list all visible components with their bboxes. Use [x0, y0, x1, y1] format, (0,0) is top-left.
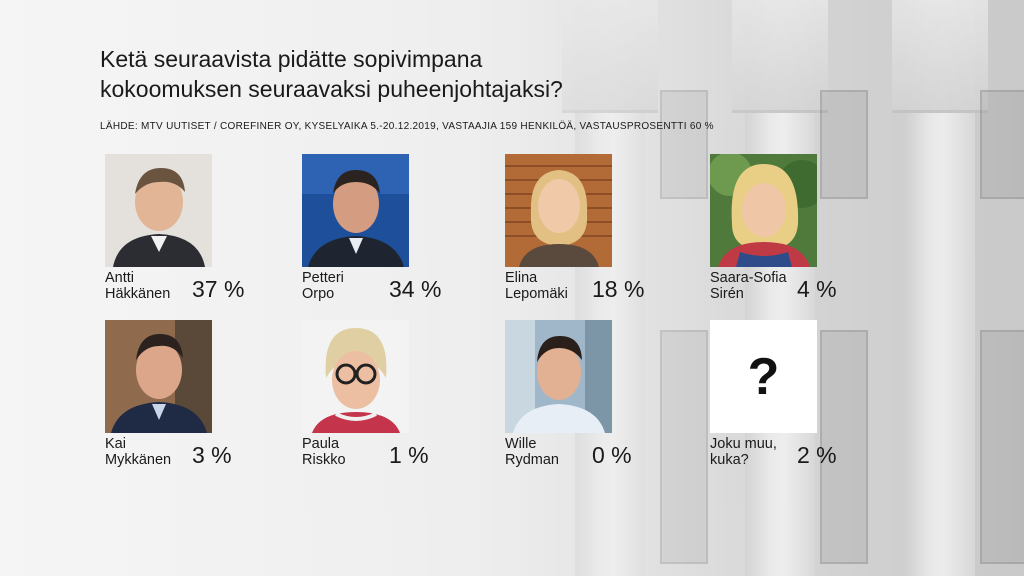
candidate-photo — [505, 154, 612, 267]
candidate-percentage: 3 % — [192, 442, 232, 468]
source-note: LÄHDE: MTV UUTISET / COREFINER OY, KYSEL… — [100, 121, 714, 132]
candidate-name: Petteri Orpo — [302, 270, 394, 302]
candidate-first-name: Antti — [105, 270, 135, 286]
candidate-percentage: 2 % — [797, 442, 837, 468]
candidate-name: Antti Häkkänen — [105, 270, 197, 302]
candidate-name: Wille Rydman — [505, 436, 597, 468]
candidate-last-name: Orpo — [302, 286, 335, 302]
candidate-last-name: Sirén — [710, 286, 744, 302]
candidate-card-risikko: Paula Riskko 1 % — [297, 320, 507, 470]
candidate-photo — [710, 154, 817, 267]
candidate-photo — [105, 320, 212, 433]
title-line-1: Ketä seuraavista pidätte sopivimpana — [100, 46, 483, 72]
candidate-percentage: 37 % — [192, 276, 245, 302]
candidate-photo — [302, 154, 409, 267]
candidate-card-orpo: Petteri Orpo 34 % — [297, 154, 507, 304]
candidate-photo — [505, 320, 612, 433]
candidate-last-name: Rydman — [505, 452, 559, 468]
candidate-first-name: Kai — [105, 436, 126, 452]
candidate-last-name: kuka? — [710, 452, 749, 468]
candidate-card-other: ? Joku muu, kuka? 2 % — [705, 320, 915, 470]
candidate-percentage: 1 % — [389, 442, 429, 468]
question-mark-icon: ? — [747, 347, 780, 406]
candidate-first-name: Petteri — [302, 270, 344, 286]
candidate-percentage: 34 % — [389, 276, 442, 302]
candidate-card-siren: Saara-Sofia Sirén 4 % — [705, 154, 915, 304]
chart-title: Ketä seuraavista pidätte sopivimpana kok… — [100, 44, 660, 104]
candidate-first-name: Saara-Sofia — [710, 270, 787, 286]
candidate-card-mykkanen: Kai Mykkänen 3 % — [100, 320, 310, 470]
candidate-last-name: Mykkänen — [105, 452, 172, 468]
title-line-2: kokoomuksen seuraavaksi puheenjohtajaksi… — [100, 76, 563, 102]
candidate-name: Kai Mykkänen — [105, 436, 197, 468]
candidate-name: Joku muu, kuka? — [710, 436, 802, 468]
candidate-name: Saara-Sofia Sirén — [710, 270, 802, 302]
candidate-photo — [302, 320, 409, 433]
candidate-name: Elina Lepomäki — [505, 270, 597, 302]
candidate-last-name: Riskko — [302, 452, 346, 468]
candidate-last-name: Lepomäki — [505, 286, 568, 302]
candidate-photo — [105, 154, 212, 267]
candidate-card-hakkanen: Antti Häkkänen 37 % — [100, 154, 310, 304]
candidate-first-name: Elina — [505, 270, 538, 286]
candidate-first-name: Joku muu, — [710, 436, 777, 452]
candidate-first-name: Paula — [302, 436, 340, 452]
candidate-last-name: Häkkänen — [105, 286, 171, 302]
candidate-card-rydman: Wille Rydman 0 % — [500, 320, 710, 470]
question-mark-box: ? — [710, 320, 817, 433]
candidate-first-name: Wille — [505, 436, 537, 452]
candidate-name: Paula Riskko — [302, 436, 394, 468]
candidate-card-lepomaki: Elina Lepomäki 18 % — [500, 154, 710, 304]
candidate-percentage: 4 % — [797, 276, 837, 302]
candidate-percentage: 0 % — [592, 442, 632, 468]
candidate-percentage: 18 % — [592, 276, 645, 302]
